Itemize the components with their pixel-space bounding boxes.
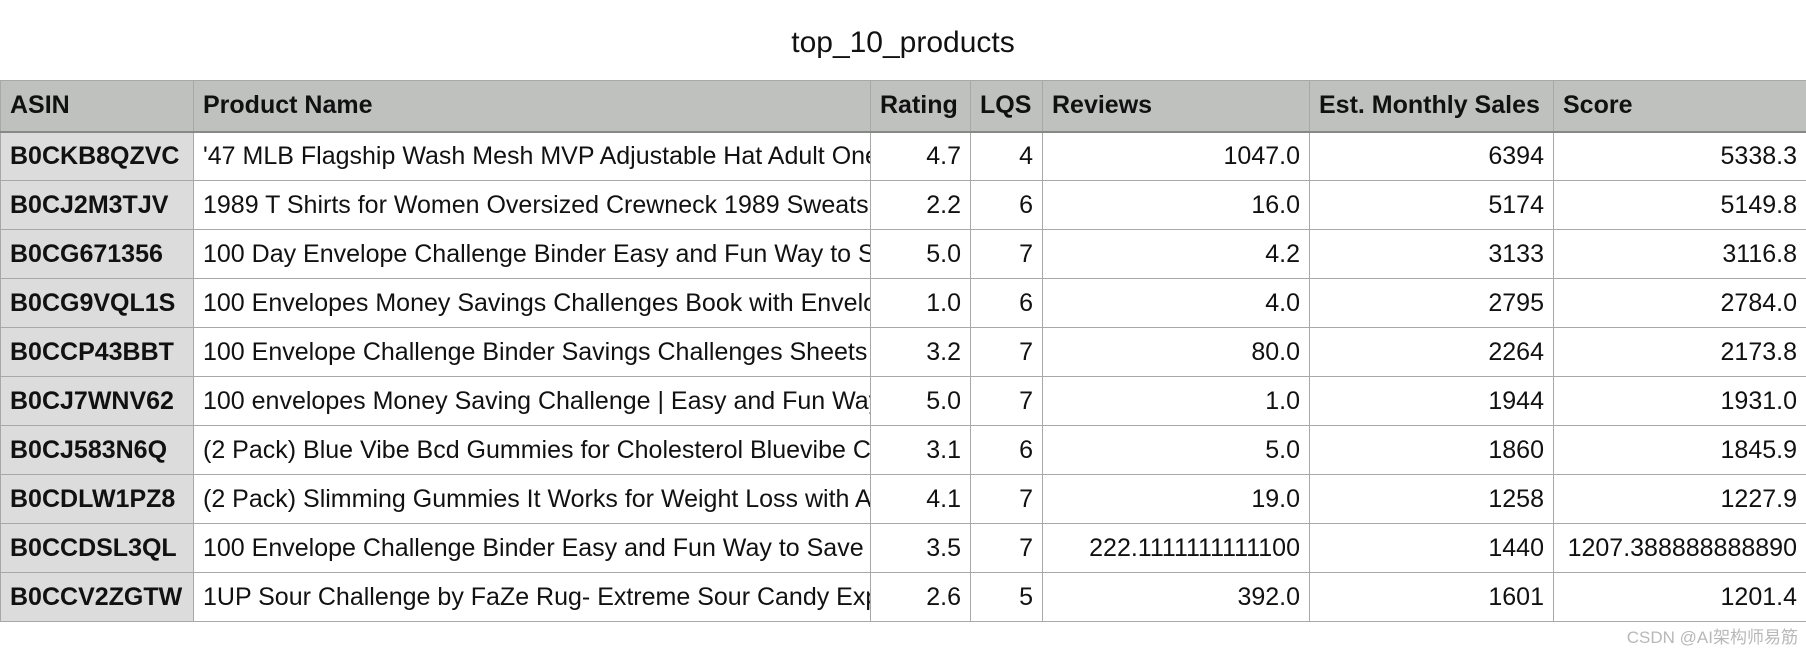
cell-asin[interactable]: B0CG9VQL1S: [0, 278, 194, 328]
table-row: B0CJ7WNV62 100 envelopes Money Saving Cha…: [0, 376, 1806, 426]
cell-est-monthly-sales[interactable]: 1440: [1309, 523, 1554, 573]
cell-product-name[interactable]: (2 Pack) Slimming Gummies It Works for W…: [193, 474, 871, 524]
table-row: B0CCV2ZGTW 1UP Sour Challenge by FaZe Rug…: [0, 572, 1806, 622]
cell-est-monthly-sales[interactable]: 1860: [1309, 425, 1554, 475]
cell-asin[interactable]: B0CCDSL3QL: [0, 523, 194, 573]
cell-product-name[interactable]: 100 Day Envelope Challenge Binder Easy a…: [193, 229, 871, 279]
cell-reviews[interactable]: 4.2: [1042, 229, 1310, 279]
cell-rating[interactable]: 4.1: [870, 474, 971, 524]
cell-product-name[interactable]: '47 MLB Flagship Wash Mesh MVP Adjustabl…: [193, 131, 871, 181]
table-row: B0CG9VQL1S 100 Envelopes Money Savings Ch…: [0, 278, 1806, 328]
cell-lqs[interactable]: 6: [970, 425, 1043, 475]
table-row: B0CKB8QZVC '47 MLB Flagship Wash Mesh MVP…: [0, 131, 1806, 181]
cell-score[interactable]: 5149.8: [1553, 180, 1806, 230]
cell-score[interactable]: 3116.8: [1553, 229, 1806, 279]
cell-lqs[interactable]: 7: [970, 376, 1043, 426]
cell-product-name[interactable]: 100 Envelope Challenge Binder Savings Ch…: [193, 327, 871, 377]
cell-asin[interactable]: B0CG671356: [0, 229, 194, 279]
cell-rating[interactable]: 2.2: [870, 180, 971, 230]
cell-asin[interactable]: B0CJ583N6Q: [0, 425, 194, 475]
cell-reviews[interactable]: 392.0: [1042, 572, 1310, 622]
cell-product-name[interactable]: 100 Envelopes Money Savings Challenges B…: [193, 278, 871, 328]
cell-rating[interactable]: 2.6: [870, 572, 971, 622]
cell-lqs[interactable]: 4: [970, 131, 1043, 181]
cell-est-monthly-sales[interactable]: 2795: [1309, 278, 1554, 328]
cell-rating[interactable]: 3.1: [870, 425, 971, 475]
table-row: B0CDLW1PZ8 (2 Pack) Slimming Gummies It W…: [0, 474, 1806, 524]
cell-reviews[interactable]: 4.0: [1042, 278, 1310, 328]
table-row: B0CJ2M3TJV 1989 T Shirts for Women Oversi…: [0, 180, 1806, 230]
cell-product-name[interactable]: 100 Envelope Challenge Binder Easy and F…: [193, 523, 871, 573]
cell-asin[interactable]: B0CCV2ZGTW: [0, 572, 194, 622]
cell-reviews[interactable]: 222.1111111111100: [1042, 523, 1310, 573]
table-row: B0CCDSL3QL 100 Envelope Challenge Binder …: [0, 523, 1806, 573]
cell-rating[interactable]: 5.0: [870, 376, 971, 426]
cell-est-monthly-sales[interactable]: 1258: [1309, 474, 1554, 524]
column-header-lqs[interactable]: LQS: [970, 80, 1043, 133]
cell-est-monthly-sales[interactable]: 2264: [1309, 327, 1554, 377]
cell-rating[interactable]: 3.5: [870, 523, 971, 573]
cell-reviews[interactable]: 5.0: [1042, 425, 1310, 475]
cell-asin[interactable]: B0CJ7WNV62: [0, 376, 194, 426]
column-header-asin[interactable]: ASIN: [0, 80, 194, 133]
column-header-score[interactable]: Score: [1553, 80, 1806, 133]
cell-lqs[interactable]: 7: [970, 327, 1043, 377]
cell-score[interactable]: 1201.4: [1553, 572, 1806, 622]
table-row: B0CG671356 100 Day Envelope Challenge Bin…: [0, 229, 1806, 279]
sheet-title: top_10_products: [791, 26, 1015, 59]
cell-rating[interactable]: 5.0: [870, 229, 971, 279]
column-header-reviews[interactable]: Reviews: [1042, 80, 1310, 133]
header-row: ASIN Product Name Rating LQS Reviews Est. Mon…: [0, 80, 1806, 133]
column-header-rating[interactable]: Rating: [870, 80, 971, 133]
cell-reviews[interactable]: 16.0: [1042, 180, 1310, 230]
table-row: B0CJ583N6Q (2 Pack) Blue Vibe Bcd Gummies…: [0, 425, 1806, 475]
cell-lqs[interactable]: 7: [970, 474, 1043, 524]
watermark: CSDN @AI架构师易筋: [1626, 628, 1798, 647]
cell-asin[interactable]: B0CDLW1PZ8: [0, 474, 194, 524]
cell-est-monthly-sales[interactable]: 1601: [1309, 572, 1554, 622]
cell-score[interactable]: 1931.0: [1553, 376, 1806, 426]
cell-asin[interactable]: B0CCP43BBT: [0, 327, 194, 377]
cell-est-monthly-sales[interactable]: 6394: [1309, 131, 1554, 181]
cell-lqs[interactable]: 6: [970, 180, 1043, 230]
cell-product-name[interactable]: (2 Pack) Blue Vibe Bcd Gummies for Chole…: [193, 425, 871, 475]
cell-rating[interactable]: 3.2: [870, 327, 971, 377]
cell-est-monthly-sales[interactable]: 3133: [1309, 229, 1554, 279]
cell-asin[interactable]: B0CKB8QZVC: [0, 131, 194, 181]
cell-est-monthly-sales[interactable]: 1944: [1309, 376, 1554, 426]
column-header-est-monthly-sales[interactable]: Est. Monthly Sales: [1309, 80, 1554, 133]
cell-score[interactable]: 5338.3: [1553, 131, 1806, 181]
cell-est-monthly-sales[interactable]: 5174: [1309, 180, 1554, 230]
cell-reviews[interactable]: 19.0: [1042, 474, 1310, 524]
cell-product-name[interactable]: 1989 T Shirts for Women Oversized Crewne…: [193, 180, 871, 230]
cell-lqs[interactable]: 6: [970, 278, 1043, 328]
cell-product-name[interactable]: 100 envelopes Money Saving Challenge | E…: [193, 376, 871, 426]
cell-reviews[interactable]: 80.0: [1042, 327, 1310, 377]
cell-score[interactable]: 1227.9: [1553, 474, 1806, 524]
cell-rating[interactable]: 1.0: [870, 278, 971, 328]
cell-reviews[interactable]: 1.0: [1042, 376, 1310, 426]
column-header-product-name[interactable]: Product Name: [193, 80, 871, 133]
cell-reviews[interactable]: 1047.0: [1042, 131, 1310, 181]
cell-product-name[interactable]: 1UP Sour Challenge by FaZe Rug- Extreme …: [193, 572, 871, 622]
table-row: B0CCP43BBT 100 Envelope Challenge Binder …: [0, 327, 1806, 377]
cell-lqs[interactable]: 7: [970, 229, 1043, 279]
cell-lqs[interactable]: 7: [970, 523, 1043, 573]
cell-score[interactable]: 2784.0: [1553, 278, 1806, 328]
cell-lqs[interactable]: 5: [970, 572, 1043, 622]
cell-score[interactable]: 2173.8: [1553, 327, 1806, 377]
products-table: ASIN Product Name Rating LQS Reviews Est. Mon…: [0, 80, 1806, 622]
cell-asin[interactable]: B0CJ2M3TJV: [0, 180, 194, 230]
cell-rating[interactable]: 4.7: [870, 131, 971, 181]
cell-score[interactable]: 1207.388888888890: [1553, 523, 1806, 573]
cell-score[interactable]: 1845.9: [1553, 425, 1806, 475]
